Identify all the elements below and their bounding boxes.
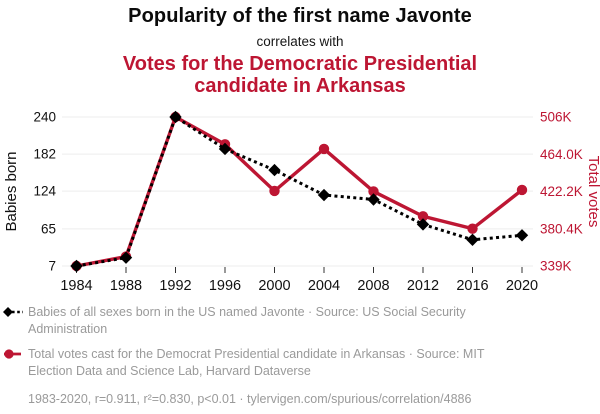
dual-axis-line-chart: 1984 1988 1992 1996 2000 2004 2008 2012 2016 2020… bbox=[3, 110, 600, 295]
left-axis-tick-labels: 7 65 124 182 240 bbox=[33, 110, 56, 274]
x-axis-label: 1984 bbox=[60, 278, 92, 294]
chart-header: Popularity of the first name Javonte cor… bbox=[0, 0, 600, 98]
legend-entry-babies-text: Babies of all sexes born in the US named… bbox=[28, 305, 466, 336]
right-axis-title: Total votes bbox=[585, 156, 600, 228]
legend-entry-votes-text: Total votes cast for the Democrat Presid… bbox=[28, 347, 485, 378]
left-axis-tick-label: 182 bbox=[33, 147, 56, 162]
chart-legend: Babies of all sexes born in the US named… bbox=[3, 304, 595, 406]
votes-series-line bbox=[76, 114, 524, 268]
series-layer bbox=[70, 110, 529, 273]
votes-data-point-marker bbox=[516, 184, 528, 196]
diamond-dashed-legend-icon bbox=[3, 307, 23, 317]
left-axis-tick-label: 7 bbox=[48, 259, 56, 274]
right-axis-tick-label: 506K bbox=[540, 110, 572, 125]
x-axis-label: 2000 bbox=[258, 278, 290, 294]
stats-and-source-line: 1983-2020, r=0.911, r²=0.830, p<0.01 · t… bbox=[28, 392, 472, 406]
gridlines bbox=[62, 116, 533, 267]
babies-data-point-marker bbox=[367, 193, 380, 206]
left-axis-tick-label: 240 bbox=[33, 110, 56, 125]
votes-data-point-marker bbox=[269, 185, 280, 197]
chart-title-primary: Popularity of the first name Javonte bbox=[128, 5, 472, 27]
votes-data-point-marker bbox=[368, 186, 379, 197]
left-axis-tick-label: 65 bbox=[41, 221, 56, 236]
x-axis-label: 2004 bbox=[308, 278, 340, 294]
legend-entry-votes: Total votes cast for the Democrat Presid… bbox=[3, 346, 595, 380]
votes-data-point-marker bbox=[318, 143, 330, 155]
right-axis-tick-label: 339K bbox=[540, 259, 572, 274]
x-axis-label: 1992 bbox=[159, 278, 191, 294]
x-axis-label: 2012 bbox=[407, 278, 439, 294]
votes-data-point-marker bbox=[417, 211, 429, 222]
babies-data-point-marker bbox=[268, 163, 281, 177]
x-axis-label: 2016 bbox=[456, 278, 488, 294]
x-axis-label: 1988 bbox=[110, 278, 142, 294]
right-axis-tick-label: 464.0K bbox=[540, 147, 583, 162]
babies-data-point-marker bbox=[218, 142, 232, 156]
right-axis-tick-label: 380.4K bbox=[540, 221, 583, 236]
babies-data-point-marker bbox=[466, 233, 479, 246]
circle-solid-legend-icon bbox=[4, 349, 21, 359]
babies-data-point-marker bbox=[515, 229, 529, 242]
babies-data-point-marker bbox=[169, 110, 182, 124]
chart-subtitle: correlates with bbox=[256, 34, 344, 49]
babies-data-point-marker bbox=[70, 259, 83, 273]
left-axis-title: Babies born bbox=[3, 151, 20, 231]
left-axis-tick-label: 124 bbox=[33, 184, 56, 199]
x-axis-label: 2008 bbox=[357, 278, 389, 294]
x-axis-labels: 1984 1988 1992 1996 2000 2004 2008 2012 2016 2020 bbox=[60, 278, 538, 294]
x-axis-ticks bbox=[76, 267, 523, 273]
babies-data-point-marker bbox=[119, 251, 133, 264]
x-axis-label: 2020 bbox=[506, 278, 538, 294]
votes-data-point-marker bbox=[467, 223, 478, 234]
chart-title-secondary: Votes for the Democratic Presidential ca… bbox=[122, 53, 478, 98]
right-axis-tick-labels: 339K 380.4K 422.2K 464.0K 506K bbox=[540, 110, 583, 274]
babies-data-point-marker bbox=[416, 218, 430, 231]
x-axis-label: 1996 bbox=[209, 278, 241, 294]
babies-series-line bbox=[76, 114, 523, 268]
legend-entry-babies: Babies of all sexes born in the US named… bbox=[3, 304, 595, 338]
babies-data-point-marker bbox=[317, 188, 331, 202]
right-axis-tick-label: 422.2K bbox=[540, 184, 583, 199]
